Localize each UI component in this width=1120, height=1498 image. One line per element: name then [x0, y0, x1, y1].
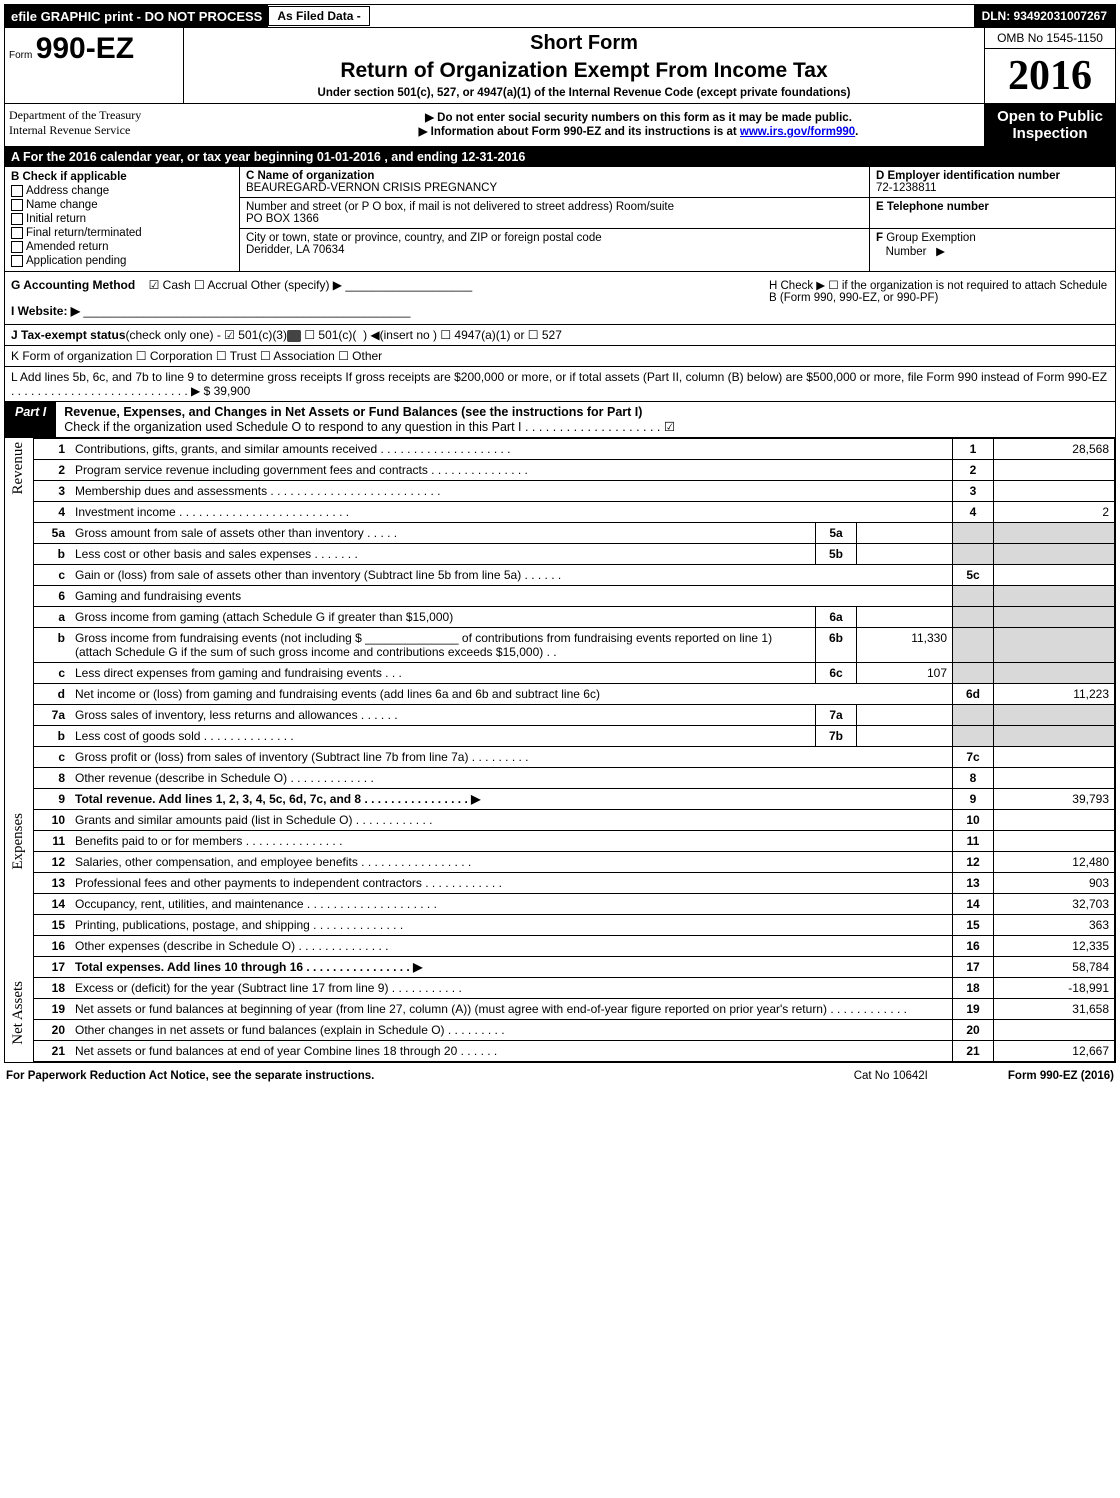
address-block: Number and street (or P O box, if mail i…	[240, 198, 869, 229]
omb-number: OMB No 1545-1150	[985, 28, 1115, 49]
box-d-label: D Employer identification number	[876, 170, 1109, 182]
header-row-2: Department of the Treasury Internal Reve…	[5, 104, 1115, 147]
box-f: F Group Exemption Number ▶	[870, 229, 1115, 271]
box-d: D Employer identification number 72-1238…	[870, 167, 1115, 198]
box-c-label: C Name of organization	[246, 170, 863, 182]
city-block: City or town, state or province, country…	[240, 229, 869, 259]
check-initial[interactable]: Initial return	[11, 213, 233, 225]
as-filed-label: As Filed Data -	[268, 6, 369, 26]
box-def: D Employer identification number 72-1238…	[869, 167, 1115, 271]
footer: For Paperwork Reduction Act Notice, see …	[0, 1067, 1120, 1085]
footer-left: For Paperwork Reduction Act Notice, see …	[6, 1070, 374, 1082]
top-bar: efile GRAPHIC print - DO NOT PROCESS As …	[5, 5, 1115, 28]
title-box: Short Form Return of Organization Exempt…	[184, 28, 984, 103]
row-l: L Add lines 5b, 6c, and 7b to line 9 to …	[5, 367, 1115, 402]
box-e-label: E Telephone number	[876, 201, 1109, 213]
box-f-label: F Group Exemption Number ▶	[876, 232, 1109, 258]
check-amended[interactable]: Amended return	[11, 241, 233, 253]
notice-2: ▶ Information about Form 990-EZ and its …	[299, 124, 978, 138]
irs-link[interactable]: www.irs.gov/form990	[740, 126, 855, 138]
row-i: I Website: ▶	[11, 304, 80, 318]
efile-label: efile GRAPHIC print - DO NOT PROCESS	[5, 5, 268, 27]
open-public-badge: Open to Public Inspection	[984, 104, 1115, 146]
box-b: B Check if applicable Address change Nam…	[5, 167, 240, 271]
addr-value: PO BOX 1366	[246, 213, 863, 225]
notice-1: ▶ Do not enter social security numbers o…	[299, 110, 978, 124]
lines-table: Revenue 1 Contributions, gifts, grants, …	[5, 438, 1115, 1062]
box-c: C Name of organization BEAUREGARD-VERNON…	[240, 167, 869, 271]
form-prefix: Form	[9, 50, 32, 61]
form-number-box: Form 990-EZ	[5, 28, 184, 103]
year-box: OMB No 1545-1150 2016	[984, 28, 1115, 103]
form-number: 990-EZ	[36, 32, 134, 65]
form-container: efile GRAPHIC print - DO NOT PROCESS As …	[4, 4, 1116, 1063]
part-1-title: Revenue, Expenses, and Changes in Net As…	[56, 402, 1115, 437]
netassets-side-label: Net Assets	[10, 981, 27, 1045]
part-1-check: Check if the organization used Schedule …	[64, 420, 675, 434]
check-name[interactable]: Name change	[11, 199, 233, 211]
short-form-label: Short Form	[188, 32, 980, 55]
box-b-title: B Check if applicable	[11, 171, 233, 183]
subtitle: Under section 501(c), 527, or 4947(a)(1)…	[188, 87, 980, 99]
part-1-label: Part I	[5, 402, 56, 437]
row-g-h: G Accounting Method ☑ Cash ☐ Accrual Oth…	[5, 272, 1115, 325]
addr-label: Number and street (or P O box, if mail i…	[246, 201, 863, 213]
row-g-left: G Accounting Method ☑ Cash ☐ Accrual Oth…	[11, 278, 769, 318]
dept-line-1: Department of the Treasury	[9, 108, 289, 123]
main-title: Return of Organization Exempt From Incom…	[188, 59, 980, 83]
ein-value: 72-1238811	[876, 182, 1109, 194]
header-row: Form 990-EZ Short Form Return of Organiz…	[5, 28, 1115, 104]
tax-year: 2016	[985, 49, 1115, 103]
row-h: H Check ▶ ☐ if the organization is not r…	[769, 278, 1109, 318]
org-name: BEAUREGARD-VERNON CRISIS PREGNANCY	[246, 182, 863, 194]
row-g-opts: ☑ Cash ☐ Accrual Other (specify) ▶	[149, 278, 342, 292]
row-j: J Tax-exempt status(check only one) - ☑ …	[5, 325, 1115, 346]
footer-cat: Cat No 10642I	[854, 1070, 928, 1082]
part-1-header: Part I Revenue, Expenses, and Changes in…	[5, 402, 1115, 438]
row-g-label: G Accounting Method	[11, 278, 135, 292]
row-k: K Form of organization ☐ Corporation ☐ T…	[5, 346, 1115, 367]
check-address[interactable]: Address change	[11, 185, 233, 197]
period-row: A For the 2016 calendar year, or tax yea…	[5, 147, 1115, 167]
org-name-block: C Name of organization BEAUREGARD-VERNON…	[240, 167, 869, 198]
department-box: Department of the Treasury Internal Reve…	[5, 104, 293, 146]
expenses-side-label: Expenses	[10, 813, 27, 870]
check-pending[interactable]: Application pending	[11, 255, 233, 267]
footer-form: Form 990-EZ (2016)	[1008, 1070, 1114, 1082]
revenue-side-label: Revenue	[10, 442, 27, 494]
check-final[interactable]: Final return/terminated	[11, 227, 233, 239]
notice-box: ▶ Do not enter social security numbers o…	[293, 104, 984, 146]
city-value: Deridder, LA 70634	[246, 244, 863, 256]
city-label: City or town, state or province, country…	[246, 232, 863, 244]
info-grid: B Check if applicable Address change Nam…	[5, 167, 1115, 272]
box-e: E Telephone number	[870, 198, 1115, 229]
dln-label: DLN: 93492031007267	[974, 5, 1115, 27]
dept-line-2: Internal Revenue Service	[9, 123, 289, 138]
